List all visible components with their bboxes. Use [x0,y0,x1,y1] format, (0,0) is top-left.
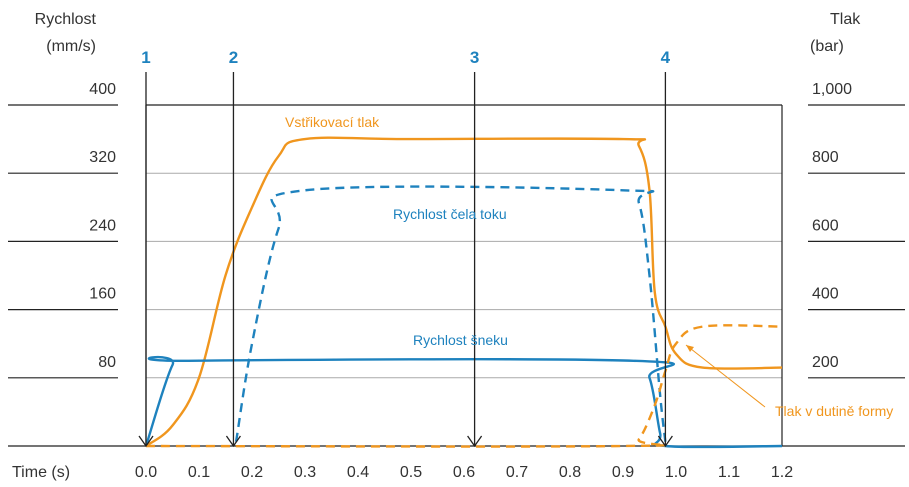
annotation-arrowhead [686,345,694,352]
x-tick-label: 1.1 [718,464,740,481]
series-flow-front-speed [234,185,667,442]
series-layer [144,136,783,449]
label-rychlost-sneku: Rychlost šneku [413,332,508,348]
y-left-tick-label: 80 [98,354,116,371]
x-tick-label: 1.2 [771,464,793,481]
x-tick-label: 0.3 [294,464,316,481]
y-right-title-line2: (bar) [810,38,844,55]
y-left-title-line1: Rychlost [35,11,97,28]
label-vstrikovaci-tlak: Vstřikovací tlak [285,114,380,130]
phase-marker-label: 3 [470,48,479,67]
y-right-tick-label: 1,000 [812,81,852,98]
y-right-tick-label: 600 [812,217,839,234]
phase-marker-label: 2 [229,48,238,67]
x-tick-label: 1.0 [665,464,687,481]
y-right-tick-label: 800 [812,149,839,166]
series-cavity-pressure [145,324,783,448]
phase-marker-arrowhead [657,435,673,448]
x-axis-title: Time (s) [12,464,70,481]
grid-layer [8,104,905,447]
x-tick-label: 0.1 [188,464,210,481]
x-tick-label: 0.6 [453,464,475,481]
y-left-tick-label: 400 [89,81,116,98]
y-right-tick-label: 200 [812,354,839,371]
series-screw-speed [144,355,783,449]
phase-marker-label: 1 [141,48,150,67]
annotation-leader-line [685,344,766,408]
y-left-tick-label: 240 [89,217,116,234]
y-left-title-line2: (mm/s) [46,38,96,55]
x-tick-label: 0.5 [400,464,422,481]
y-right-tick-label: 400 [812,286,839,303]
phase-marker-arrowhead [225,435,241,448]
y-left-tick-label: 320 [89,149,116,166]
x-tick-label: 0.2 [241,464,263,481]
label-rychlost-cela-toku: Rychlost čela toku [393,206,507,222]
series-injection-pressure [145,136,783,447]
phase-marker-arrowhead [467,435,483,448]
x-tick-label: 0.0 [135,464,157,481]
label-tlak-v-dutine-formy: Tlak v dutině formy [775,403,893,419]
y-right-title-line1: Tlak [830,11,861,28]
x-tick-label: 0.8 [559,464,581,481]
x-tick-label: 0.7 [506,464,528,481]
phase-marker-layer: 1 2 3 4 [138,48,673,448]
y-left-tick-label: 160 [89,286,116,303]
phase-marker-arrowhead [138,435,154,448]
tick-layer: 400 1,000 320 800 240 600 160 400 80 200 0.0 0.1 0.2… [89,81,852,481]
x-tick-label: 0.4 [347,464,369,481]
phase-marker-label: 4 [661,48,671,67]
x-tick-label: 0.9 [612,464,634,481]
